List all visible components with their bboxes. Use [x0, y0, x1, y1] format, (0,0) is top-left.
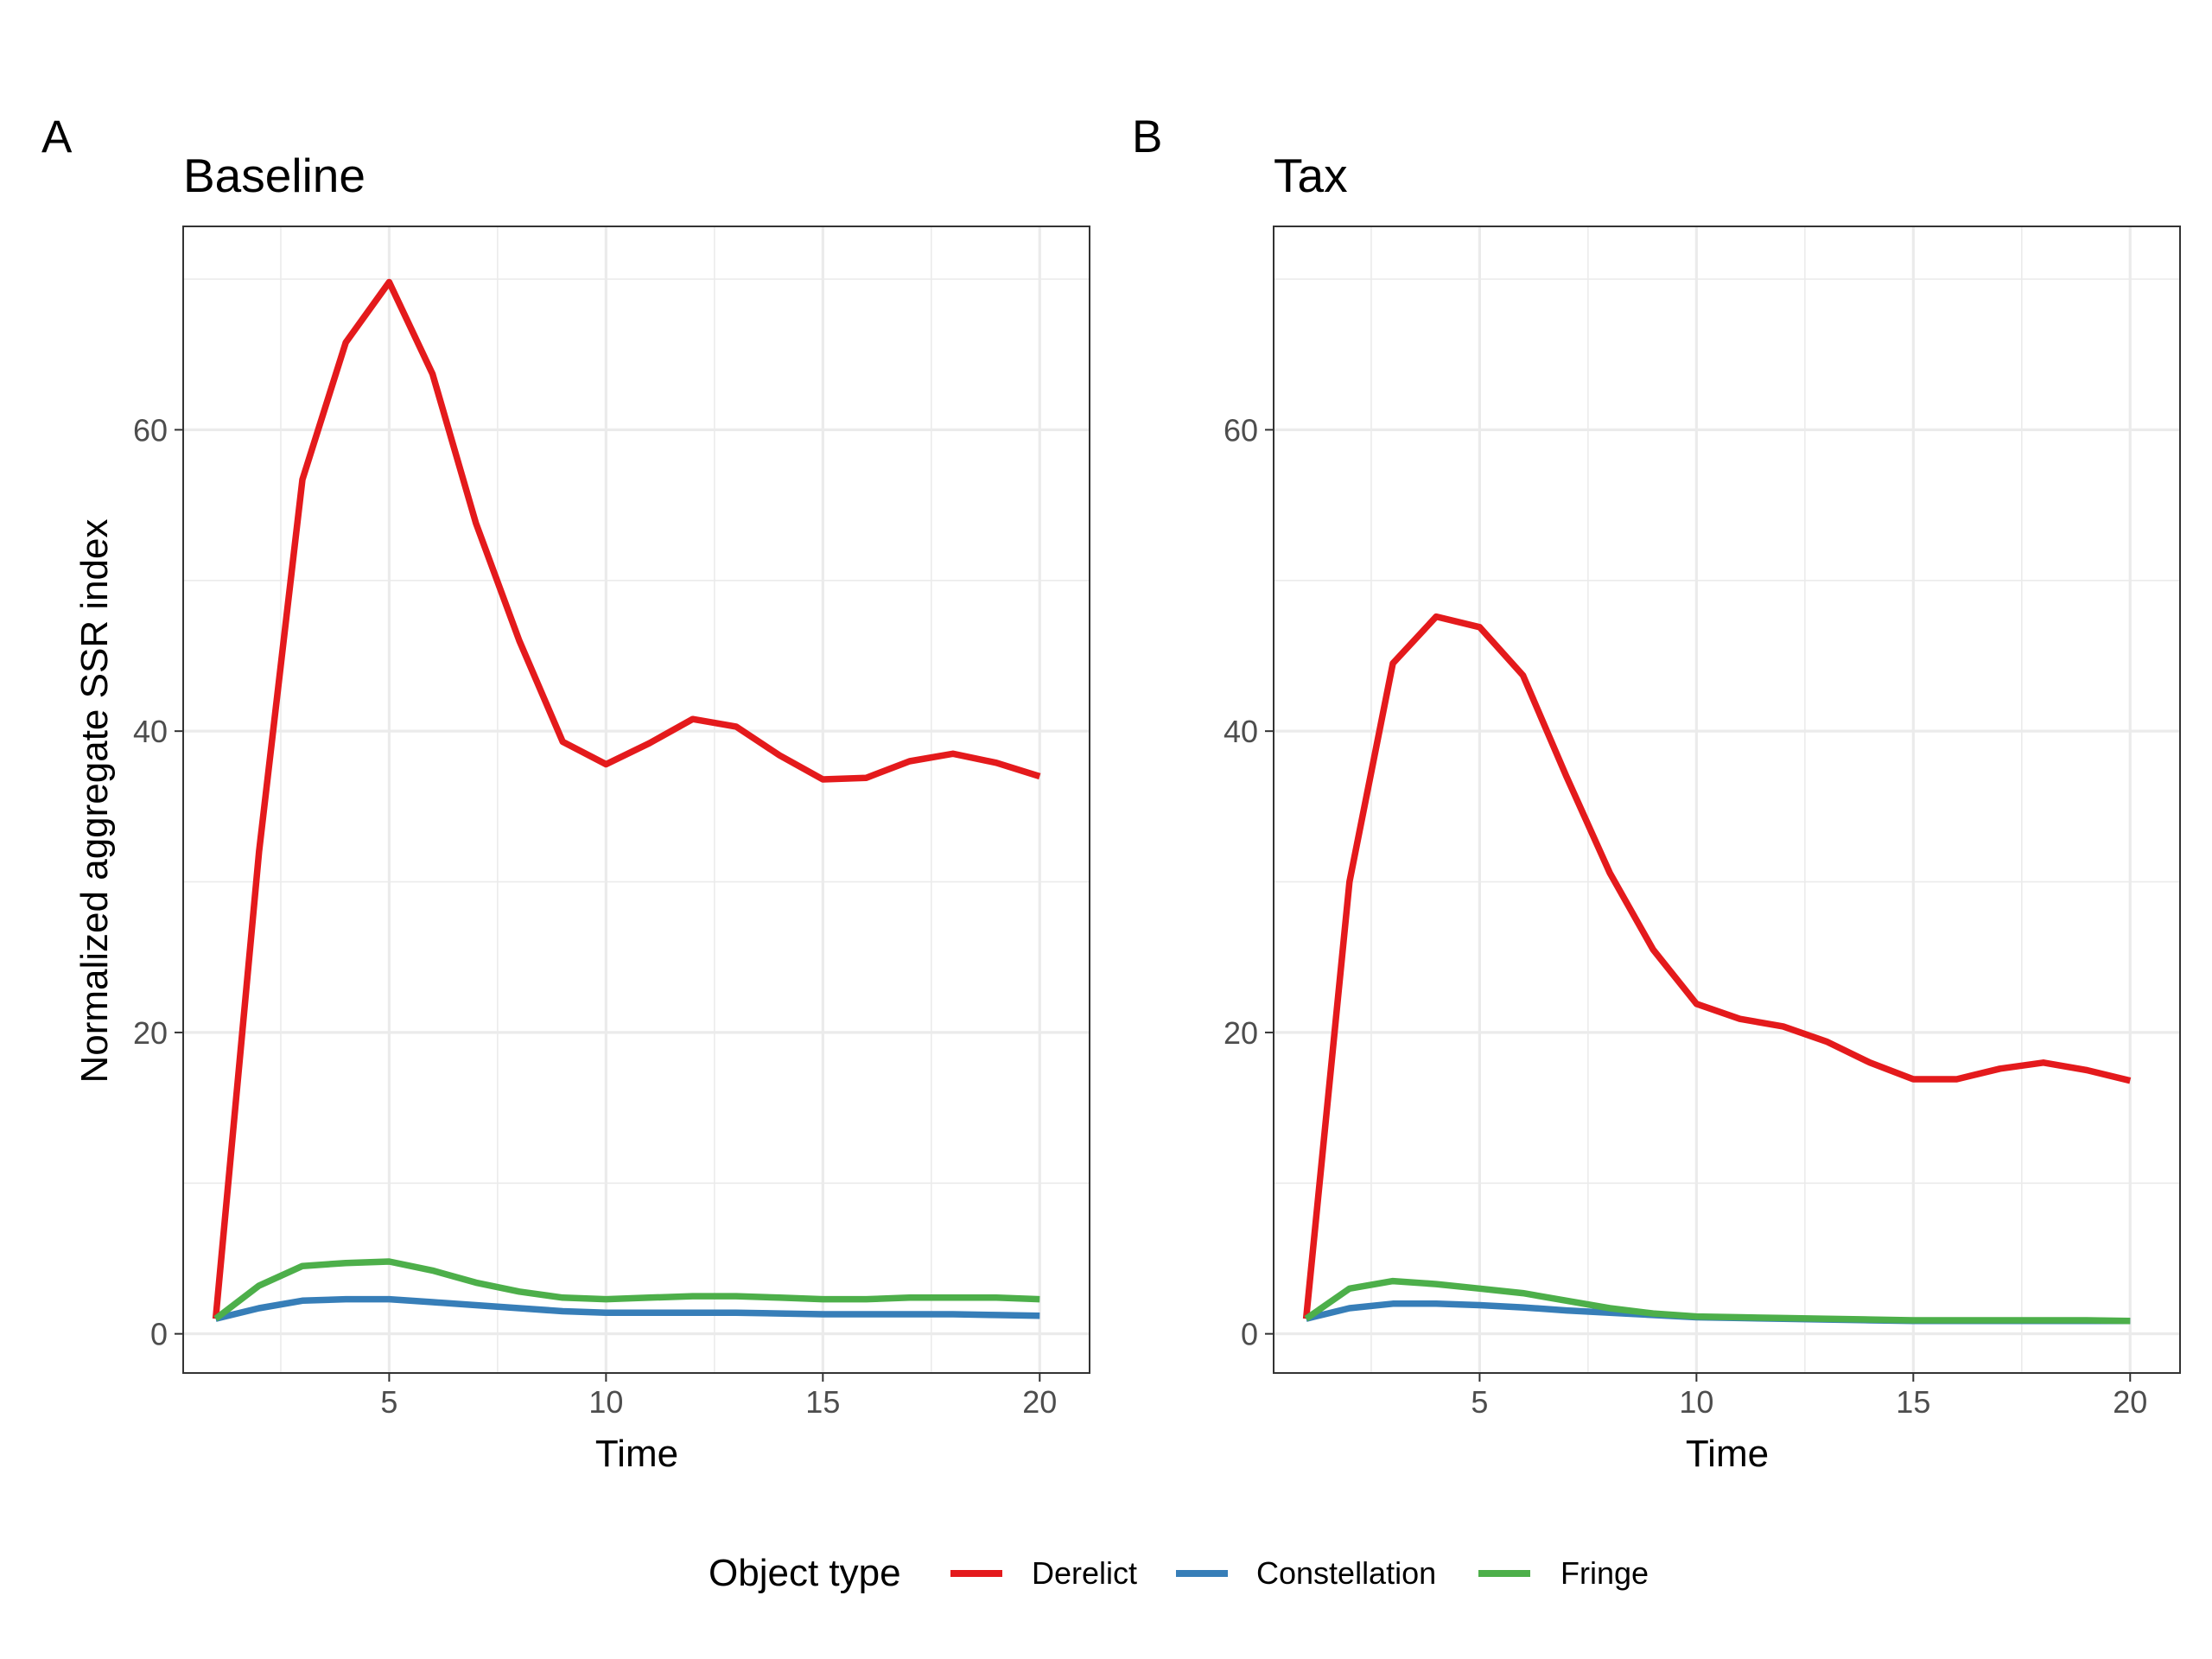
panel-a-tag: A — [41, 111, 73, 162]
panel-a-series-derelict — [212, 278, 1041, 1319]
panel-a-series-fringe — [213, 1258, 1040, 1322]
panel-a: A Baseline 5 10 15 20 0 20 40 60 Time Normalize… — [41, 111, 1090, 1475]
legend-label-fringe: Fringe — [1560, 1555, 1649, 1591]
panel-a-plot: 5 10 15 20 0 20 40 60 — [133, 226, 1090, 1420]
panel-b-x-tick-label: 20 — [2113, 1384, 2147, 1420]
panel-a-series-constellation — [214, 1295, 1040, 1322]
panel-a-title: Baseline — [183, 149, 365, 202]
panel-b-x-tick-label: 15 — [1896, 1384, 1930, 1420]
panel-a-x-tick-label: 5 — [380, 1384, 397, 1420]
legend-label-derelict: Derelict — [1032, 1555, 1137, 1591]
panel-a-background — [183, 226, 1090, 1373]
panel-a-y-tick-label: 60 — [133, 412, 168, 448]
panel-b-frame — [1273, 226, 2181, 1374]
panel-b-background — [1274, 226, 2180, 1373]
panel-b-x-tick-label: 10 — [1679, 1384, 1713, 1420]
panel-a-x-tick-label: 15 — [805, 1384, 840, 1420]
panel-b-series-fringe — [1304, 1277, 2131, 1325]
legend-title: Object type — [709, 1552, 901, 1594]
panel-a-y-axis-title: Normalized aggregate SSR index — [73, 518, 116, 1083]
panel-b-y-tick-label: 40 — [1224, 714, 1258, 749]
panel-a-frame — [182, 226, 1090, 1374]
panel-b-plot: 5 10 15 20 0 20 40 60 — [1224, 226, 2181, 1420]
panel-a-y-tick-label: 0 — [150, 1317, 168, 1352]
panel-a-x-tick-label: 20 — [1022, 1384, 1057, 1420]
panel-a-y-tick-label: 40 — [133, 714, 168, 749]
panel-a-y-tick-label: 20 — [133, 1015, 168, 1051]
legend: Object type Derelict Constellation Fring… — [709, 1552, 1649, 1594]
panel-b: B Tax 5 10 15 20 0 20 40 60 Time — [1132, 111, 2181, 1475]
panel-b-y-tick-label: 60 — [1224, 412, 1258, 448]
panel-b-x-tick-label: 5 — [1471, 1384, 1488, 1420]
panel-b-y-tick-label: 0 — [1241, 1317, 1258, 1352]
panel-a-x-axis-title: Time — [595, 1433, 678, 1475]
panel-a-x-tick-label: 10 — [588, 1384, 623, 1420]
legend-label-constellation: Constellation — [1256, 1555, 1436, 1591]
panel-b-title: Tax — [1274, 149, 1348, 202]
panel-b-y-tick-label: 20 — [1224, 1015, 1258, 1051]
panel-b-x-axis-title: Time — [1686, 1433, 1769, 1475]
panel-b-series-derelict — [1302, 613, 2132, 1319]
panel-b-tag: B — [1132, 111, 1162, 162]
